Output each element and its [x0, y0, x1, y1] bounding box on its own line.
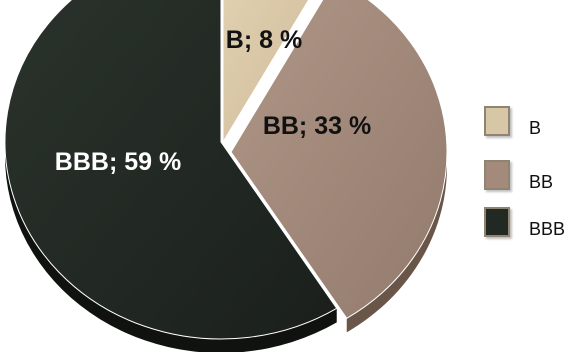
slice-bbb	[4, 0, 338, 340]
legend-item-bb: BB	[484, 160, 578, 194]
data-label-bb: BB; 33 %	[263, 112, 371, 140]
slice-b	[222, 0, 310, 144]
legend-item-bbb: BBB	[484, 207, 578, 241]
legend-label-bb: BB	[529, 172, 554, 192]
legend-swatch-bbb	[484, 207, 510, 237]
legend-label-b: B	[529, 118, 542, 138]
data-label-bbb: BBB; 59 %	[55, 148, 181, 176]
legend-swatch-bb	[484, 160, 510, 190]
slice-bb	[230, 0, 448, 319]
slice-side-bb	[346, 0, 447, 333]
legend-item-b: B	[484, 106, 578, 140]
legend-label-bbb: BBB	[529, 219, 566, 239]
legend-swatch-b	[484, 106, 510, 136]
data-label-b: B; 8 %	[226, 26, 302, 54]
